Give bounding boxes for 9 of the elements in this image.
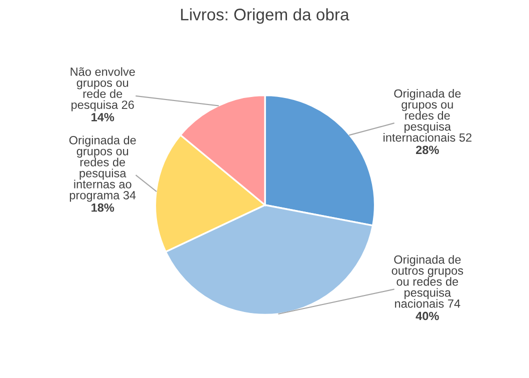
slice-label: Originada de outros grupos ou redes de pesquisa nacionais 74 bbox=[392, 255, 464, 308]
slice-label: Não envolve grupos ou rede de pesquisa 26 bbox=[70, 67, 135, 112]
chart-title: Livros: Origem da obra bbox=[181, 8, 350, 24]
data-label: 28% bbox=[416, 146, 439, 154]
data-label: 18% bbox=[92, 203, 114, 212]
data-label: 14% bbox=[92, 113, 114, 122]
slice-label: Originada de grupos ou redes de pesquisa internas ao programa 34 bbox=[69, 136, 136, 202]
data-label: 40% bbox=[416, 312, 439, 320]
slice-label: Originada de grupos ou redes de pesquisa internacionais 52 bbox=[384, 89, 472, 142]
